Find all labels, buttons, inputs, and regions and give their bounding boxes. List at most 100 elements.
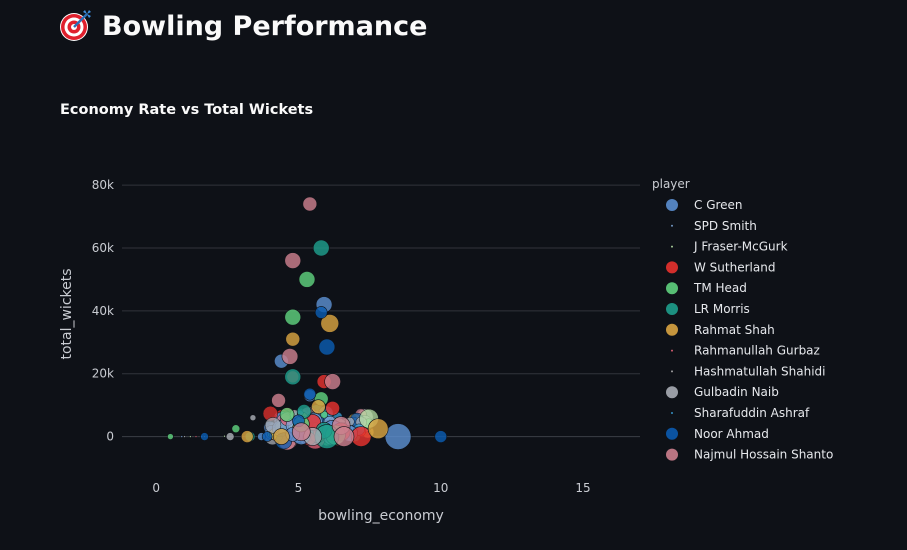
scatter-point[interactable] <box>303 387 317 401</box>
legend-label: Rahmat Shah <box>694 323 775 337</box>
scatter-point[interactable] <box>333 426 355 447</box>
legend-label: J Fraser-McGurk <box>693 240 788 254</box>
legend-item[interactable]: Noor Ahmad <box>666 427 769 441</box>
y-axis-title: total_wickets <box>59 268 75 359</box>
x-axis-title: bowling_economy <box>318 508 444 524</box>
scatter-point[interactable] <box>320 314 340 333</box>
x-tick-label: 15 <box>575 481 590 495</box>
legend-marker <box>666 386 678 399</box>
legend-marker <box>666 199 678 211</box>
scatter-point[interactable] <box>384 423 412 450</box>
direct-hit-target-icon <box>60 10 91 41</box>
scatter-point[interactable] <box>311 399 326 415</box>
scatter-point[interactable] <box>298 271 316 288</box>
x-tick-label: 5 <box>295 481 303 495</box>
scatter-point[interactable] <box>223 434 226 438</box>
legend-item[interactable]: Rahmat Shah <box>666 323 775 337</box>
legend-item[interactable]: Gulbadin Naib <box>666 385 779 399</box>
scatter-point[interactable] <box>264 417 282 434</box>
scatter-point[interactable] <box>167 433 174 440</box>
series-2 <box>189 434 226 438</box>
y-tick-label: 0 <box>106 430 114 444</box>
scatter-point[interactable] <box>318 338 336 356</box>
y-tick-label: 60k <box>92 241 114 255</box>
legend-label: C Green <box>694 198 743 212</box>
legend-marker <box>666 427 678 440</box>
scatter-point[interactable] <box>225 432 235 441</box>
legend-title: player <box>652 177 690 191</box>
chart-title: Economy Rate vs Total Wickets <box>60 102 314 118</box>
legend-item[interactable]: Rahmanullah Gurbaz <box>671 344 820 358</box>
scatter-point[interactable] <box>194 435 198 438</box>
y-tick-label: 80k <box>92 178 114 192</box>
legend-item[interactable]: W Sutherland <box>666 260 775 274</box>
scatter-point[interactable] <box>284 252 302 269</box>
scatter-point[interactable] <box>271 393 286 408</box>
legend-label: W Sutherland <box>694 260 775 274</box>
scatter-point[interactable] <box>302 196 318 212</box>
legend-label: Gulbadin Naib <box>694 385 779 399</box>
legend-item[interactable]: J Fraser-McGurk <box>671 240 788 254</box>
legend-marker <box>671 412 673 414</box>
legend-label: Najmul Hossain Shanto <box>694 448 833 462</box>
legend-marker <box>666 303 678 315</box>
scatter-point[interactable] <box>314 306 328 319</box>
legend-marker <box>666 261 678 274</box>
legend-marker <box>666 282 678 295</box>
legend-item[interactable]: SPD Smith <box>671 219 757 233</box>
x-tick-label: 10 <box>433 481 448 495</box>
legend-item[interactable]: Najmul Hossain Shanto <box>666 448 833 462</box>
legend-marker <box>666 448 678 461</box>
scatter-point[interactable] <box>434 430 448 443</box>
scatter-point[interactable] <box>200 432 209 441</box>
series-12 <box>271 196 355 447</box>
series-11 <box>200 306 448 443</box>
legend-item[interactable]: TM Head <box>666 281 747 295</box>
scatter-point[interactable] <box>279 407 295 422</box>
legend-label: Rahmanullah Gurbaz <box>694 344 820 358</box>
scatter-point[interactable] <box>249 414 257 422</box>
legend-item[interactable]: Sharafuddin Ashraf <box>671 406 810 420</box>
scatter-point[interactable] <box>284 308 302 326</box>
y-tick-label: 20k <box>92 367 114 381</box>
legend-marker <box>671 349 673 352</box>
grid-lines <box>122 184 640 438</box>
scatter-point[interactable] <box>240 430 254 443</box>
legend-label: Hashmatullah Shahidi <box>694 364 826 378</box>
series-8 <box>183 435 186 438</box>
scatter-point[interactable] <box>367 418 389 440</box>
legend-marker <box>671 370 673 373</box>
scatter-point[interactable] <box>189 435 192 438</box>
x-tick-label: 0 <box>152 481 160 495</box>
legend-marker <box>671 224 673 227</box>
legend-label: LR Morris <box>694 302 750 316</box>
scatter-point[interactable] <box>312 239 330 257</box>
page-title: Bowling Performance <box>102 10 428 42</box>
scatter-point[interactable] <box>180 435 184 438</box>
scatter-point[interactable] <box>183 435 186 438</box>
scatter-point[interactable] <box>273 428 290 445</box>
legend-item[interactable]: Hashmatullah Shahidi <box>671 364 826 378</box>
scatter-point[interactable] <box>325 400 340 416</box>
legend-marker <box>666 323 678 336</box>
y-tick-label: 40k <box>92 304 114 318</box>
scatter-point[interactable] <box>285 331 301 347</box>
legend-label: TM Head <box>693 281 747 295</box>
scatter-point[interactable] <box>324 373 341 390</box>
scatter-point[interactable] <box>231 424 241 434</box>
page-header: Bowling Performance <box>58 6 427 46</box>
scatter-point[interactable] <box>292 422 311 442</box>
legend-item[interactable]: LR Morris <box>666 302 750 316</box>
scatter-point[interactable] <box>261 431 273 442</box>
series-6 <box>240 314 389 445</box>
legend-item[interactable]: C Green <box>666 198 743 212</box>
legend-marker <box>671 245 673 248</box>
scatter-point[interactable] <box>281 348 299 365</box>
legend-label: SPD Smith <box>694 219 757 233</box>
series-5 <box>244 239 340 449</box>
scatter-point[interactable] <box>284 368 302 386</box>
legend-label: Noor Ahmad <box>694 427 769 441</box>
legend-label: Sharafuddin Ashraf <box>694 406 810 420</box>
